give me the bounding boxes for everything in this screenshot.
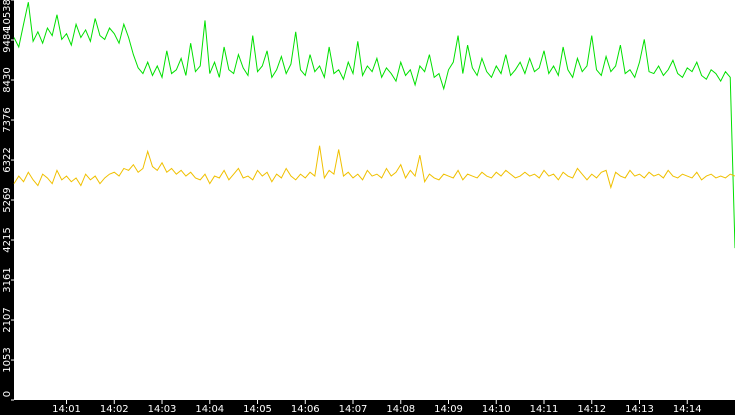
x-tick-label: 14:07 bbox=[339, 404, 368, 415]
x-tick-label: 14:13 bbox=[625, 404, 654, 415]
series-line bbox=[13, 2, 735, 249]
x-tick-label: 14:14 bbox=[673, 404, 702, 415]
x-axis-strip bbox=[0, 400, 735, 415]
x-tick-label: 14:02 bbox=[100, 404, 129, 415]
y-tick-label: 1053 bbox=[2, 347, 13, 372]
y-tick-label: 6322 bbox=[2, 147, 13, 172]
x-tick-label: 14:09 bbox=[434, 404, 463, 415]
x-tick-label: 14:08 bbox=[386, 404, 415, 415]
y-tick-label: 7376 bbox=[2, 107, 13, 132]
y-tick-label: 2107 bbox=[2, 307, 13, 332]
y-tick-label: 0 bbox=[2, 391, 13, 397]
x-tick-label: 14:11 bbox=[530, 404, 559, 415]
y-axis-strip bbox=[0, 0, 14, 415]
x-tick-label: 14:06 bbox=[291, 404, 320, 415]
y-tick-label: 9484 bbox=[2, 27, 13, 52]
y-tick-label: 4215 bbox=[2, 227, 13, 252]
y-tick-label: 10538 bbox=[2, 0, 13, 31]
x-tick-label: 14:10 bbox=[482, 404, 511, 415]
x-tick-label: 14:03 bbox=[148, 404, 177, 415]
x-tick-label: 14:01 bbox=[52, 404, 81, 415]
series-line bbox=[13, 145, 735, 190]
x-tick-label: 14:05 bbox=[243, 404, 272, 415]
y-tick-label: 5269 bbox=[2, 187, 13, 212]
y-tick-label: 8430 bbox=[2, 67, 13, 92]
x-tick-label: 14:04 bbox=[195, 404, 224, 415]
x-tick-label: 14:12 bbox=[577, 404, 606, 415]
y-tick-label: 3161 bbox=[2, 267, 13, 292]
